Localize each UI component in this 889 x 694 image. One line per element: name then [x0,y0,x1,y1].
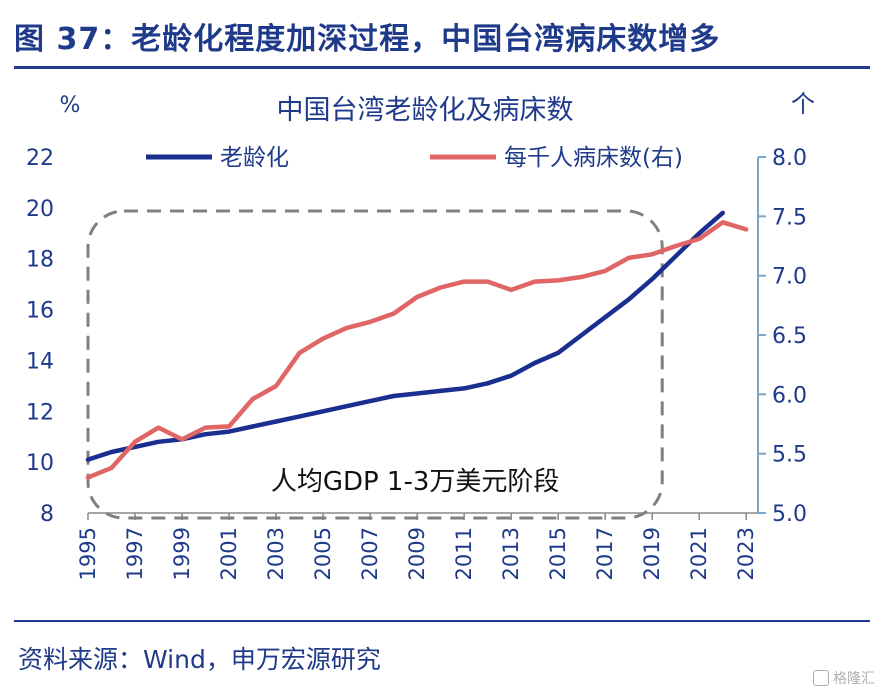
chart: 中国台湾老龄化及病床数 % 个 老龄化 每千人病床数(右) 1995 1997 19… [26,90,815,580]
y-left-tick-label: 16 [26,299,54,324]
x-tick-label: 1995 [76,527,100,580]
x-tick-label: 1997 [123,527,147,580]
y-left-tick-label: 14 [26,349,54,374]
y-left-unit: % [60,93,81,118]
watermark-text: 格隆汇 [833,671,875,687]
axes: 1995 1997 1999 2001 2003 2005 2007 2009 2011 2013… [26,146,807,580]
figure-title: 图 37：老龄化程度加深过程，中国台湾病床数增多 [14,22,721,57]
y-right-tick-label: 8.0 [772,146,807,171]
watermark: 格隆汇 [813,668,875,688]
y-right-tick-label: 5.0 [772,502,807,527]
y-right-unit: 个 [791,90,815,118]
x-tick-label: 2011 [452,527,476,580]
x-tick-label: 2019 [640,527,664,580]
y-left-tick-label: 8 [40,502,54,527]
x-tick-label: 2005 [311,527,335,580]
footer-divider [14,620,870,622]
y-left-tick-label: 22 [26,146,54,171]
x-tick-label: 2015 [546,527,570,580]
highlight-group: 人均GDP 1-3万美元阶段 [86,209,664,520]
y-right-tick-label: 5.5 [772,443,807,468]
y-right-tick-label: 7.5 [772,205,807,230]
legend: 老龄化 每千人病床数(右) [146,145,683,171]
x-tick-label: 2017 [593,527,617,580]
y-left-tick-label: 10 [26,451,54,476]
x-tick-label: 2023 [734,527,758,580]
y-left-tick-label: 12 [26,400,54,425]
y-left-tick-label: 20 [26,197,54,222]
chart-title: 中国台湾老龄化及病床数 [277,95,574,126]
x-tick-label: 2013 [499,527,523,580]
series-lines [85,210,749,480]
series-line-aging [85,210,725,462]
x-tick-label: 2009 [405,527,429,580]
source-note: 资料来源：Wind，申万宏源研究 [18,645,381,674]
highlight-box [86,209,664,520]
annotation-label: 人均GDP 1-3万美元阶段 [271,467,560,497]
x-tick-label: 2003 [264,527,288,580]
x-tick-label: 2021 [687,527,711,580]
watermark-logo-icon [813,670,829,686]
x-tick-label: 2007 [358,527,382,580]
y-right-tick-label: 7.0 [772,265,807,290]
x-tick-label: 1999 [170,527,194,580]
title-divider [14,66,870,69]
y-right-tick-label: 6.5 [772,324,807,349]
x-tick-label: 2001 [217,527,241,580]
series-line-beds [85,220,749,480]
y-left-tick-label: 18 [26,248,54,273]
legend-label-aging: 老龄化 [220,145,289,171]
legend-label-beds: 每千人病床数(右) [504,145,683,171]
y-right-tick-label: 6.0 [772,383,807,408]
